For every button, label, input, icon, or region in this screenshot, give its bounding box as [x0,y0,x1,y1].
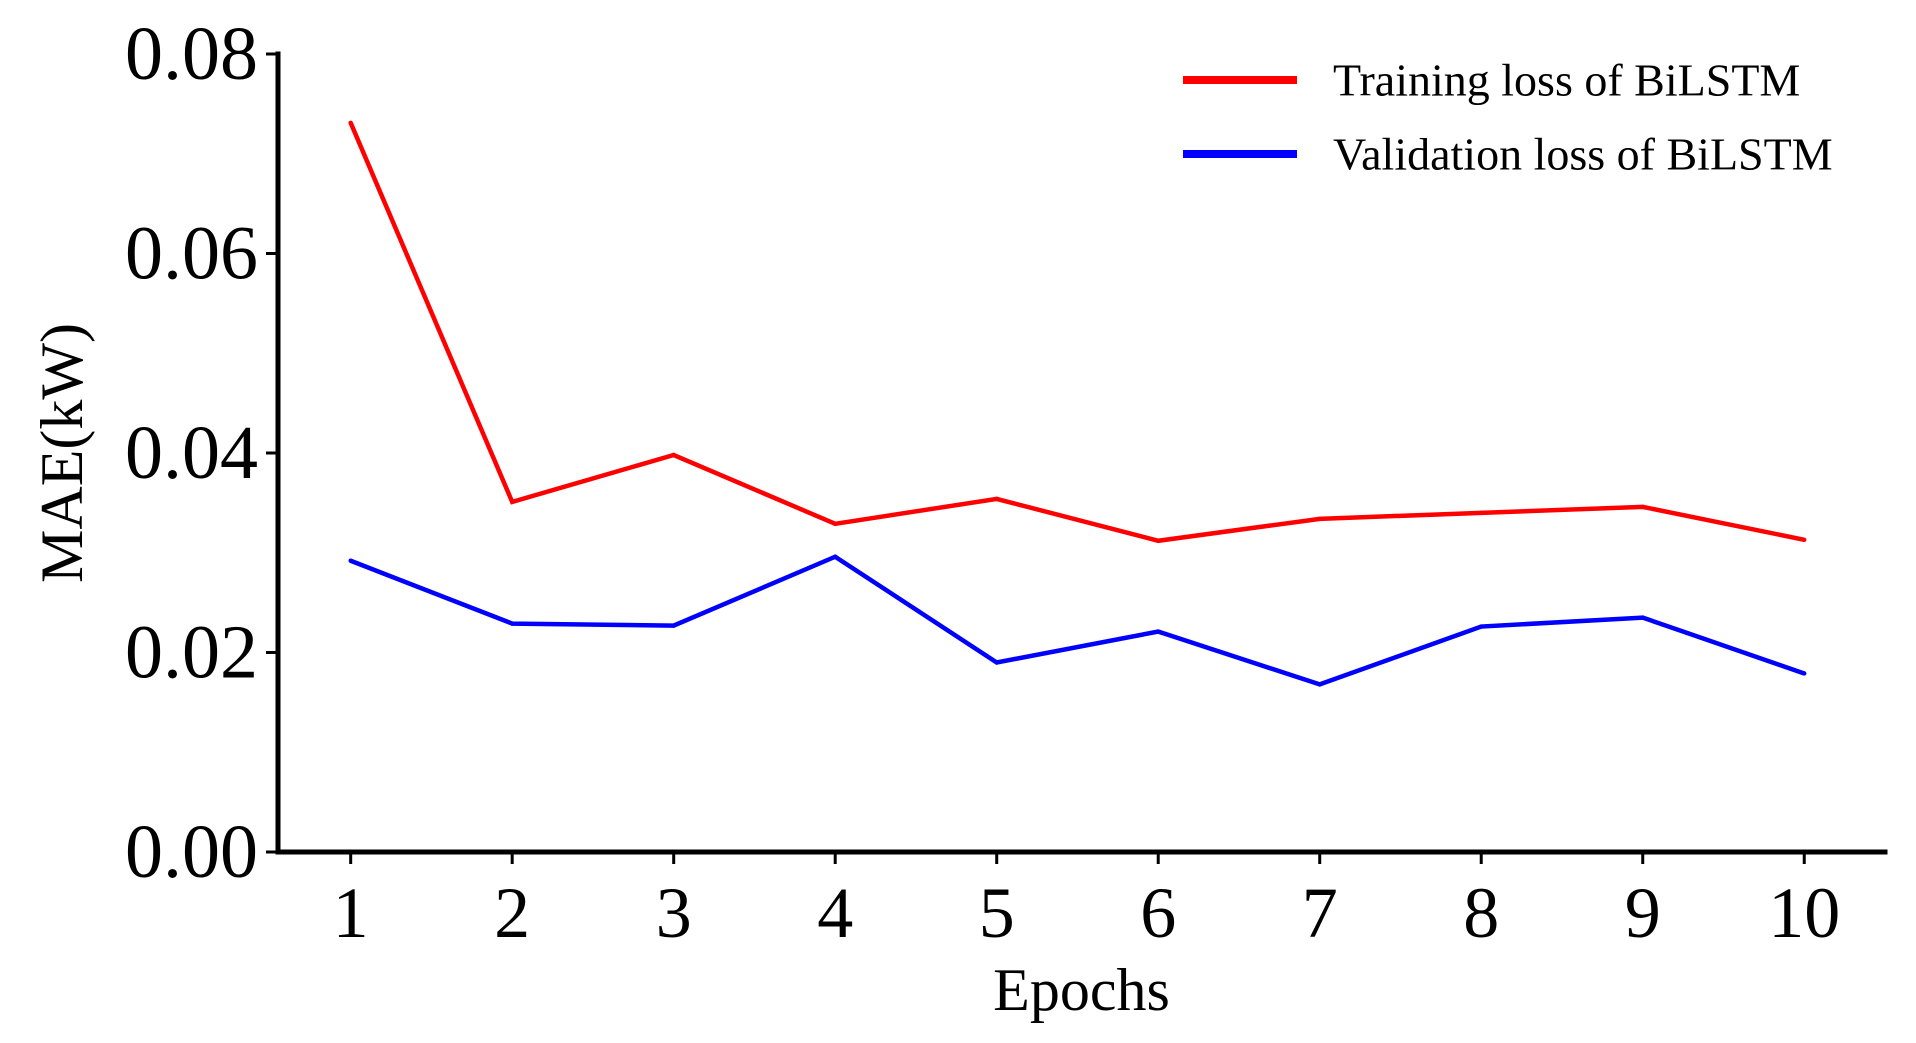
x-tick-label: 4 [817,873,853,953]
data-point [1802,671,1807,676]
x-axis-ticks: 1 2 3 4 5 6 7 8 9 10 [333,852,1840,953]
data-point [348,120,353,126]
data-point [1640,504,1645,510]
plot-area [348,120,1807,687]
data-point [1156,538,1161,543]
data-point [671,452,676,458]
legend-label: Training loss of BiLSTM [1333,55,1800,106]
y-tick-label: 0.08 [125,12,258,96]
x-axis-title: Epochs [993,957,1170,1023]
data-point [833,554,838,559]
y-tick-label: 0.06 [125,212,258,296]
data-point [671,623,676,628]
x-tick-label: 6 [1140,873,1176,953]
x-tick-label: 2 [494,873,530,953]
y-tick-label: 0.00 [125,810,258,894]
legend-label: Validation loss of BiLSTM [1333,129,1833,180]
data-point [348,558,353,563]
data-point [994,496,999,502]
series-line-validation-loss [349,554,1805,687]
data-point [1479,510,1484,516]
data-point [509,499,515,505]
series-line-training-loss [348,121,1805,544]
y-axis-title: MAE(kW) [29,323,95,583]
x-tick-label: 7 [1302,873,1338,953]
x-tick-label: 1 [333,873,369,953]
data-point [509,621,515,626]
data-point [1317,516,1322,522]
x-tick-label: 3 [656,873,692,953]
y-axis-ticks: 0.00 0.02 0.04 0.06 0.08 [125,12,278,894]
x-tick-label: 5 [979,873,1015,953]
data-point [1802,537,1807,542]
data-point [1156,629,1161,634]
data-point [994,660,999,665]
data-point [1640,615,1645,620]
data-point [1479,624,1484,629]
y-tick-label: 0.04 [125,411,258,495]
legend: Training loss of BiLSTM Validation loss o… [1183,55,1833,180]
data-point [833,521,838,527]
x-tick-label: 8 [1463,873,1499,953]
y-tick-label: 0.02 [125,611,258,695]
data-point [1317,682,1322,687]
x-tick-label: 10 [1768,873,1840,953]
x-tick-label: 9 [1625,873,1661,953]
